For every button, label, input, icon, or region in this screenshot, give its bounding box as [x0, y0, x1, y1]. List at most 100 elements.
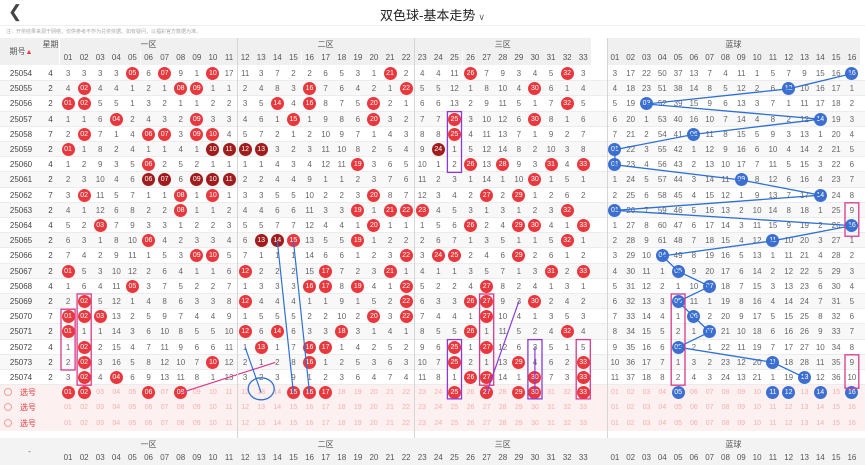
pick-red-cell[interactable]: 13 [257, 404, 266, 412]
pick-red-cell[interactable]: 08 [176, 419, 185, 427]
pick-red-cell[interactable]: 23 [418, 404, 427, 412]
pick-red-cell[interactable]: 06 [144, 419, 153, 427]
pick-blue-cell[interactable]: 03 [642, 404, 651, 412]
pick-blue-cell[interactable]: 06 [689, 389, 698, 397]
pick-red-cell[interactable]: 03 [96, 419, 105, 427]
pick-red-cell[interactable]: 10 [208, 419, 217, 427]
pick-red-cell[interactable]: 04 [112, 419, 121, 427]
pick-red-cell[interactable]: 18 [337, 404, 346, 412]
pick-blue-cell[interactable]: 07 [705, 419, 714, 427]
pick-blue-cell[interactable]: 11 [769, 404, 777, 412]
pick-red-cell[interactable]: 27 [482, 419, 491, 427]
pick-red-cell[interactable]: 09 [192, 404, 201, 412]
pick-blue-cell[interactable]: 11 [769, 419, 777, 427]
select-radio[interactable] [4, 418, 12, 427]
pick-red-cell[interactable]: 33 [579, 404, 588, 412]
pick-red-cell[interactable]: 31 [547, 419, 555, 427]
pick-red-cell[interactable]: 10 [208, 404, 217, 412]
pick-red-cell[interactable]: 06 [144, 404, 153, 412]
pick-red-cell[interactable]: 16 [305, 419, 314, 427]
pick-blue-cell[interactable]: 16 [847, 419, 856, 427]
pick-red-cell[interactable]: 12 [241, 404, 249, 412]
pick-red-cell[interactable]: 24 [434, 389, 443, 397]
pick-red-cell[interactable]: 11 [225, 419, 233, 427]
sort-up-icon[interactable]: ▲ [25, 49, 33, 56]
pick-blue-cell[interactable]: 03 [642, 389, 651, 397]
picked-blue-ball[interactable]: 14 [813, 386, 827, 400]
pick-red-cell[interactable]: 05 [128, 389, 137, 397]
select-radio[interactable] [4, 388, 12, 397]
pick-red-cell[interactable]: 32 [563, 419, 571, 427]
pick-blue-cell[interactable]: 16 [847, 404, 856, 412]
pick-red-cell[interactable]: 01 [64, 404, 72, 412]
pick-blue-cell[interactable]: 06 [689, 419, 698, 427]
pick-red-cell[interactable]: 21 [386, 389, 394, 397]
pick-blue-cell[interactable]: 03 [642, 419, 651, 427]
pick-red-cell[interactable]: 11 [225, 389, 233, 397]
pick-red-cell[interactable]: 27 [482, 404, 491, 412]
picked-red-ball[interactable]: 01 [61, 386, 75, 400]
back-button[interactable]: ❮ [8, 2, 23, 21]
picked-red-ball[interactable]: 06 [142, 386, 155, 400]
pick-blue-cell[interactable]: 02 [626, 389, 635, 397]
pick-red-cell[interactable]: 22 [402, 389, 410, 397]
pick-red-cell[interactable]: 23 [418, 419, 427, 427]
pick-blue-cell[interactable]: 01 [610, 389, 619, 397]
picked-blue-ball[interactable]: 16 [845, 386, 859, 400]
picked-red-ball[interactable]: 08 [174, 386, 188, 400]
pick-blue-cell[interactable]: 14 [816, 404, 825, 412]
pick-blue-cell[interactable]: 04 [658, 389, 667, 397]
pick-red-cell[interactable]: 12 [241, 419, 249, 427]
pick-blue-cell[interactable]: 10 [753, 419, 761, 427]
picked-red-ball[interactable]: 30 [528, 386, 542, 400]
pick-blue-cell[interactable]: 10 [753, 389, 761, 397]
pick-blue-cell[interactable]: 09 [737, 389, 746, 397]
select-radio[interactable] [4, 403, 12, 412]
pick-blue-cell[interactable]: 07 [705, 404, 714, 412]
pick-red-cell[interactable]: 26 [466, 419, 475, 427]
pick-red-cell[interactable]: 23 [418, 389, 427, 397]
pick-red-cell[interactable]: 24 [434, 404, 443, 412]
picked-red-ball[interactable]: 17 [319, 386, 333, 400]
pick-red-cell[interactable]: 12 [241, 389, 249, 397]
pick-red-cell[interactable]: 28 [498, 419, 507, 427]
pick-red-cell[interactable]: 26 [466, 389, 475, 397]
pick-red-cell[interactable]: 04 [112, 389, 121, 397]
pick-red-cell[interactable]: 07 [160, 404, 169, 412]
pick-red-cell[interactable]: 04 [112, 404, 121, 412]
picked-blue-ball[interactable]: 11 [766, 386, 780, 400]
picked-red-ball[interactable]: 29 [512, 386, 526, 400]
pick-red-cell[interactable]: 18 [337, 419, 346, 427]
pick-blue-cell[interactable]: 07 [705, 389, 714, 397]
picked-red-ball[interactable]: 15 [286, 386, 300, 400]
pick-red-cell[interactable]: 19 [353, 389, 362, 397]
pick-red-cell[interactable]: 05 [128, 404, 137, 412]
pick-red-cell[interactable]: 28 [498, 404, 507, 412]
pick-blue-cell[interactable]: 14 [816, 419, 825, 427]
pick-blue-cell[interactable]: 12 [784, 419, 793, 427]
pick-blue-cell[interactable]: 12 [784, 404, 793, 412]
picked-red-ball[interactable]: 25 [447, 386, 461, 400]
pick-red-cell[interactable]: 09 [192, 389, 201, 397]
pick-red-cell[interactable]: 22 [402, 419, 410, 427]
pick-red-cell[interactable]: 22 [402, 404, 410, 412]
pick-red-cell[interactable]: 01 [64, 419, 72, 427]
pick-blue-cell[interactable]: 13 [800, 404, 809, 412]
picked-red-ball[interactable]: 02 [77, 386, 91, 400]
pick-red-cell[interactable]: 02 [80, 419, 88, 427]
pick-red-cell[interactable]: 08 [176, 404, 185, 412]
pick-red-cell[interactable]: 13 [257, 419, 266, 427]
pick-blue-cell[interactable]: 05 [674, 419, 682, 427]
pick-red-cell[interactable]: 26 [466, 404, 475, 412]
pick-red-cell[interactable]: 16 [305, 404, 314, 412]
pick-red-cell[interactable]: 30 [530, 404, 539, 412]
pick-red-cell[interactable]: 20 [369, 389, 378, 397]
page-title[interactable]: 双色球-基本走势 ∨ [0, 5, 865, 24]
pick-red-cell[interactable]: 29 [514, 404, 523, 412]
pick-red-cell[interactable]: 28 [498, 389, 507, 397]
pick-red-cell[interactable]: 15 [289, 404, 298, 412]
pick-red-cell[interactable]: 32 [563, 389, 571, 397]
pick-red-cell[interactable]: 17 [321, 419, 330, 427]
pick-red-cell[interactable]: 19 [353, 404, 362, 412]
pick-red-cell[interactable]: 15 [289, 419, 298, 427]
